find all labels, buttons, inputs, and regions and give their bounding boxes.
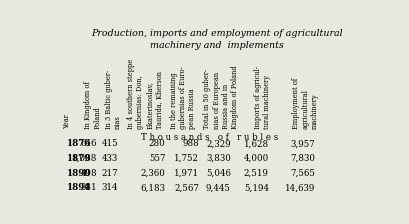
Text: 6,183: 6,183 [140, 183, 165, 192]
Text: 314: 314 [101, 183, 118, 192]
Text: 557: 557 [149, 154, 165, 163]
Text: T h o u s a n d s   o f   r u b l e s: T h o u s a n d s o f r u b l e s [141, 133, 278, 142]
Text: 1,628: 1,628 [243, 140, 268, 149]
Text: In 3 Baltic guber-
nias: In 3 Baltic guber- nias [104, 69, 121, 129]
Text: 14,639: 14,639 [284, 183, 314, 192]
Text: machinery and  implements: machinery and implements [149, 41, 283, 50]
Text: 433: 433 [101, 154, 118, 163]
Text: 1890: 1890 [67, 169, 91, 178]
Text: Production, imports and employment of agricultural: Production, imports and employment of ag… [90, 30, 342, 39]
Text: 2,519: 2,519 [243, 169, 268, 178]
Text: 1,752: 1,752 [173, 154, 198, 163]
Text: In Kingdom of
Poland: In Kingdom of Poland [84, 81, 101, 129]
Text: In the remaining
gubernias of Euro-
pean Russia: In the remaining gubernias of Euro- pean… [169, 66, 196, 129]
Text: 1,971: 1,971 [173, 169, 198, 178]
Text: 1876: 1876 [67, 140, 91, 149]
Text: 3,957: 3,957 [290, 140, 314, 149]
Text: 2,360: 2,360 [140, 169, 165, 178]
Text: Year: Year [63, 114, 71, 129]
Text: 4,000: 4,000 [243, 154, 268, 163]
Text: 5,194: 5,194 [243, 183, 268, 192]
Text: 646: 646 [81, 140, 97, 149]
Text: 415: 415 [101, 140, 118, 149]
Text: 7,830: 7,830 [289, 154, 314, 163]
Text: 3,830: 3,830 [205, 154, 230, 163]
Text: 217: 217 [101, 169, 118, 178]
Text: 2,329: 2,329 [206, 140, 230, 149]
Text: 9,445: 9,445 [205, 183, 230, 192]
Text: 1894: 1894 [67, 183, 91, 192]
Text: 5,046: 5,046 [205, 169, 230, 178]
Text: 498: 498 [81, 169, 97, 178]
Text: 2,567: 2,567 [174, 183, 198, 192]
Text: 381: 381 [81, 183, 97, 192]
Text: 7,565: 7,565 [290, 169, 314, 178]
Text: Imports of agricul-
tural machinery: Imports of agricul- tural machinery [253, 66, 270, 129]
Text: 1879: 1879 [67, 154, 91, 163]
Text: Employment of
agricultural
machinery: Employment of agricultural machinery [292, 78, 318, 129]
Text: 988: 988 [182, 140, 198, 149]
Text: 1,088: 1,088 [72, 154, 97, 163]
Text: Total in 50 guber-
nias of European
Russia and in
Kingdom of Poland: Total in 50 guber- nias of European Russ… [203, 65, 238, 129]
Text: In 4 southern steppe
gubernias: Don,
Ekaterinoslav,
Taurida, Kherson: In 4 southern steppe gubernias: Don, Eka… [127, 58, 162, 129]
Text: 280: 280 [148, 140, 165, 149]
